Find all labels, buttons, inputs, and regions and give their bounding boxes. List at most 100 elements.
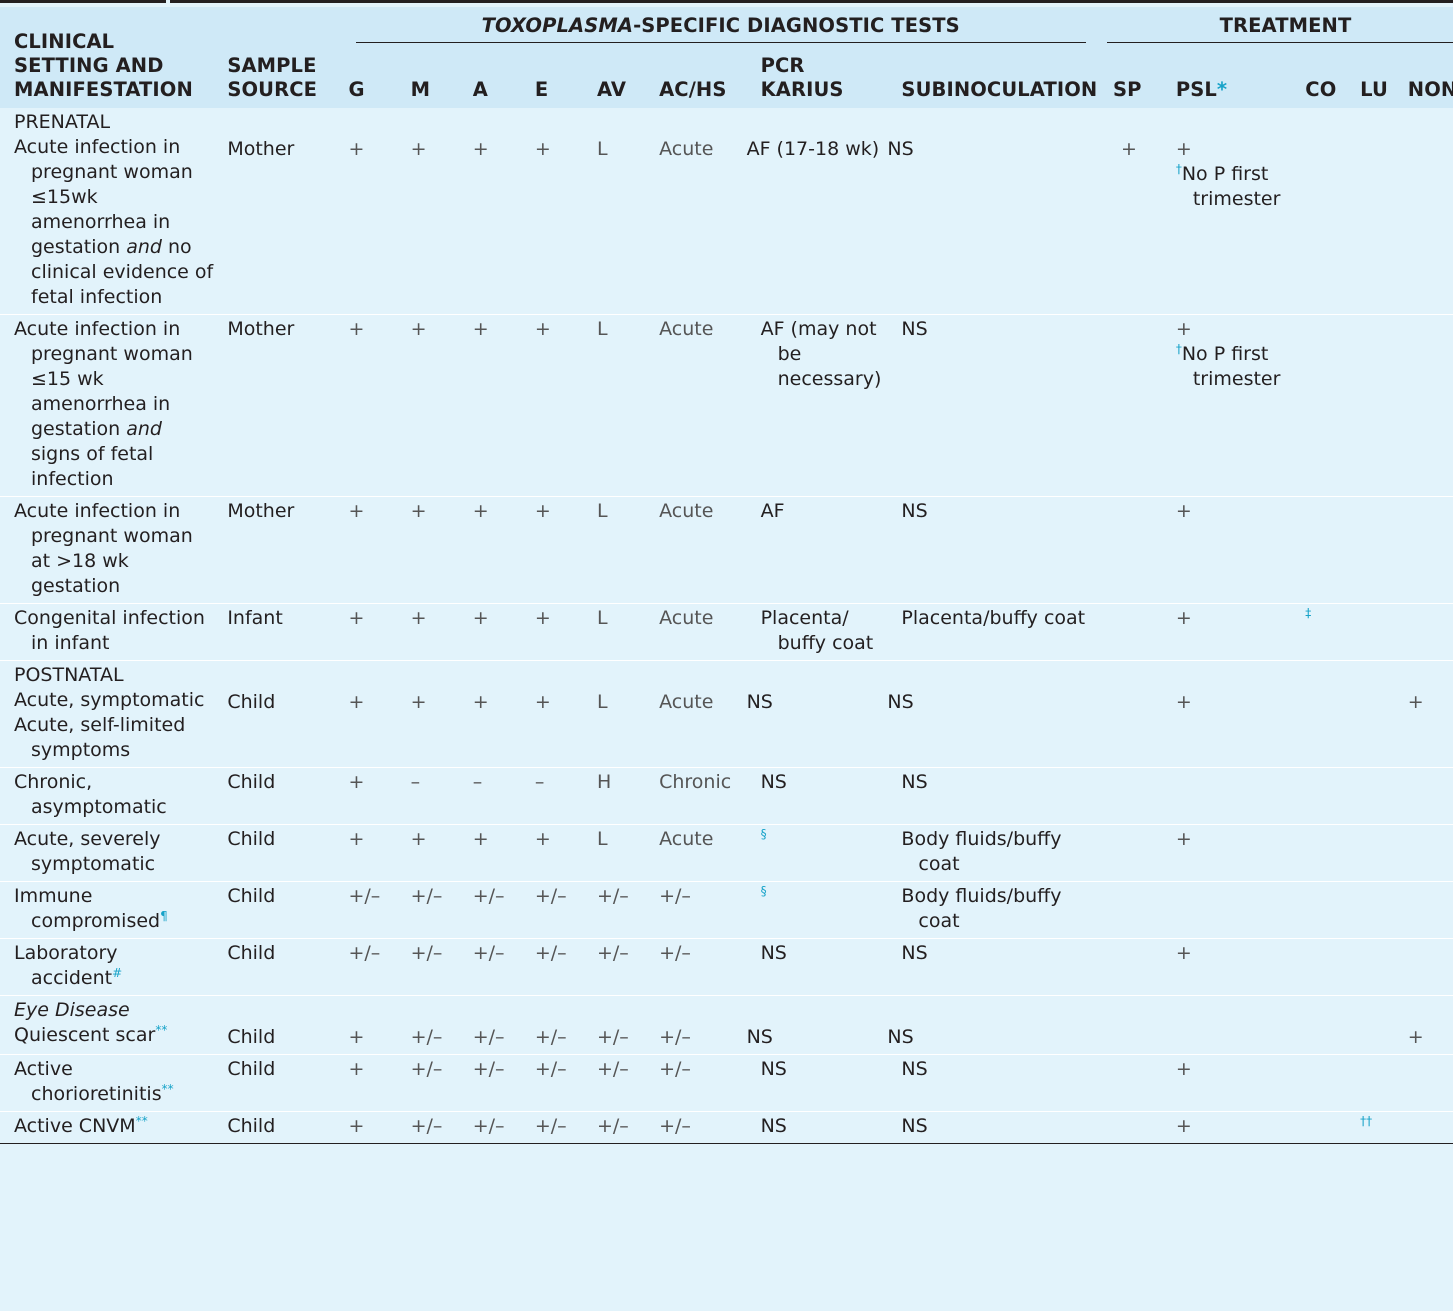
cell-co [1291,824,1347,882]
cell-g: + [334,660,397,768]
cell-subinoculation: NS [887,995,1107,1055]
cell-sample: Child [213,824,335,882]
cell-pcr: § [746,881,888,939]
cell-m: + [396,660,459,768]
cell-setting: Laboratory accident# [0,938,214,996]
col-av: AV [596,78,627,101]
cell-av: +/– [582,1111,646,1144]
cell-pcr: NS [746,1111,888,1144]
cell-m: + [396,108,459,315]
col-pcr: PCR KARIUS [760,54,844,101]
col-e: E [534,78,549,101]
cell-pcr: NS [746,938,888,996]
footnote-marker: ** [155,1023,168,1037]
cell-psl: + [1161,938,1292,996]
cell-e: + [520,824,583,882]
cell-ac: Acute [645,824,747,882]
cell-sample: Child [213,767,335,825]
cell-pcr: NS [746,660,888,768]
cell-psl: + [1161,660,1292,768]
cell-subinoculation: Body fluids/buffy coat [887,881,1107,939]
cell-none [1393,603,1453,661]
cell-g: +/– [334,938,397,996]
cell-ac: Acute [645,660,747,768]
cell-co [1291,496,1347,604]
cell-ac: +/– [645,1054,747,1112]
table-row: PRENATAL Acute infection in pregnant woma… [0,108,1453,315]
cell-e: +/– [520,938,583,996]
cell-g: + [334,603,397,661]
cell-co [1291,314,1347,497]
cell-a: + [458,660,521,768]
col-setting: CLINICAL SETTING AND MANIFESTATION [14,30,193,101]
cell-sp: + [1106,108,1162,315]
col-none: NONE [1407,78,1453,101]
cell-e: + [520,603,583,661]
cell-co [1291,108,1347,315]
cell-subinoculation: Body fluids/buffy coat [887,824,1107,882]
cell-setting: PRENATAL Acute infection in pregnant woma… [0,108,214,315]
section-heading: PRENATAL [14,111,111,133]
cell-av: +/– [582,995,646,1055]
cell-m: +/– [396,1111,459,1144]
cell-lu [1346,660,1394,768]
cell-co [1291,660,1347,768]
cell-av: +/– [582,1054,646,1112]
cell-co [1291,1054,1347,1112]
cell-lu [1346,496,1394,604]
cell-setting: Acute, severely symptomatic [0,824,214,882]
cell-psl: + †No P first trimester [1161,314,1292,497]
cell-ac: +/– [645,938,747,996]
section-heading: POSTNATAL [14,664,124,686]
cell-pcr: NS [746,767,888,825]
cell-lu [1346,995,1394,1055]
cell-ac: Acute [645,314,747,497]
cell-sp [1106,660,1162,768]
cell-a: +/– [458,995,521,1055]
cell-sample: Child [213,1054,335,1112]
col-sp: SP [1112,78,1142,101]
table-row: Active chorioretinitis** Child + +/– +/– +/– +… [0,1054,1453,1112]
cell-none [1393,938,1453,996]
cell-g: + [334,1054,397,1112]
cell-none: + [1393,660,1453,768]
table-row: Eye Disease Quiescent scar** Child + +/– +/– +… [0,995,1453,1055]
cell-sp [1106,824,1162,882]
cell-co: ‡ [1291,603,1347,661]
cell-lu [1346,938,1394,996]
cell-e: – [520,767,583,825]
table-row: Active CNVM** Child + +/– +/– +/– +/– +/– NS NS + †… [0,1111,1453,1144]
table-row: Immune compromised¶ Child +/– +/– +/– +/– +/– +… [0,881,1453,939]
cell-a: + [458,108,521,315]
cell-m: – [396,767,459,825]
cell-m: +/– [396,938,459,996]
cell-subinoculation: NS [887,660,1107,768]
cell-subinoculation: Placenta/buffy coat [887,603,1107,661]
section-heading: Eye Disease [14,999,130,1021]
cell-a: + [458,496,521,604]
footnote-marker: # [112,966,123,980]
cell-psl: + [1161,1111,1292,1144]
cell-co [1291,995,1347,1055]
cell-av: L [582,496,646,604]
cell-subinoculation: NS [887,1054,1107,1112]
group-treatment: TREATMENT [1106,7,1453,54]
table-body: PRENATAL Acute infection in pregnant woma… [0,108,1453,1144]
cell-g: + [334,995,397,1055]
cell-m: + [396,603,459,661]
cell-sp [1106,938,1162,996]
cell-sample: Mother [213,108,335,315]
cell-g: + [334,496,397,604]
cell-psl [1161,995,1292,1055]
cell-psl [1161,881,1292,939]
cell-lu: †† [1346,1111,1394,1144]
cell-pcr: NS [746,1054,888,1112]
cell-e: + [520,314,583,497]
cell-ac: +/– [645,1111,747,1144]
cell-ac: Acute [645,108,747,315]
cell-av: H [582,767,646,825]
cell-av: L [582,314,646,497]
cell-g: + [334,314,397,497]
cell-lu [1346,603,1394,661]
cell-e: +/– [520,1054,583,1112]
